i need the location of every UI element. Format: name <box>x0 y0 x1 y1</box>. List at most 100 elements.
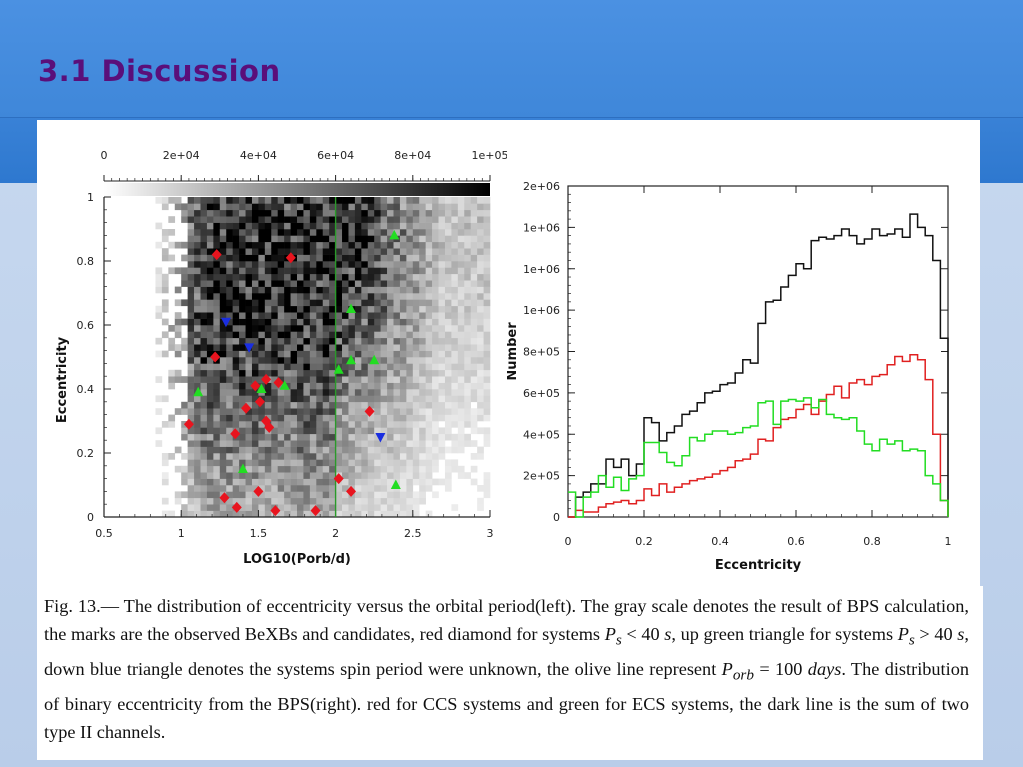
heatmap-cell <box>277 261 285 268</box>
heatmap-cell <box>258 344 266 351</box>
heatmap-cell <box>342 389 349 396</box>
colorbar-gradient <box>104 183 490 196</box>
heatmap-cell <box>155 222 163 230</box>
heatmap-cell <box>277 350 285 358</box>
heatmap-cell <box>284 510 291 518</box>
heatmap-cell <box>303 280 311 287</box>
heatmap-cell <box>213 427 221 435</box>
heatmap-cell <box>316 433 324 441</box>
heatmap-cell <box>316 389 324 396</box>
diamond-marker <box>270 505 281 517</box>
heatmap-cell <box>232 293 240 300</box>
heatmap-cell <box>477 395 484 403</box>
heatmap-cell <box>226 318 233 326</box>
heatmap-cell <box>187 254 195 262</box>
heatmap-cell <box>393 209 401 217</box>
heatmap-cell <box>477 350 484 358</box>
heatmap-cell <box>264 497 272 505</box>
heatmap-cell <box>206 293 214 300</box>
caption-ps-symbol-2: P <box>897 624 909 645</box>
heatmap-cell <box>419 248 426 255</box>
heatmap-cell <box>387 427 394 435</box>
heatmap-cell <box>239 363 246 371</box>
heatmap-cell <box>232 325 240 332</box>
heatmap-cell <box>348 414 356 422</box>
heatmap-cell <box>239 273 246 281</box>
heatmap-cell <box>342 465 349 473</box>
heatmap-cell <box>444 293 452 300</box>
heatmap-cell <box>284 465 291 473</box>
heatmap-cell <box>425 241 433 249</box>
heatmap-cell <box>412 433 420 441</box>
heatmap-cell <box>425 325 433 332</box>
heatmap-cell <box>309 414 317 422</box>
heatmap-cell <box>194 293 201 300</box>
heatmap-cell <box>251 261 259 268</box>
heatmap-cell <box>168 241 176 249</box>
heatmap-cell <box>399 235 407 243</box>
heatmap-cell <box>316 478 324 486</box>
heatmap-cell <box>219 453 227 460</box>
heatmap-cell <box>219 312 227 319</box>
heatmap-cell <box>303 216 311 223</box>
heatmap-cell <box>200 440 208 447</box>
heatmap-cell <box>380 312 388 319</box>
heatmap-cell <box>412 203 420 211</box>
heatmap-cell <box>213 446 221 454</box>
heatmap-cell <box>232 376 240 383</box>
heatmap-cell <box>457 440 465 447</box>
heatmap-cell <box>200 485 208 492</box>
heatmap-cell <box>432 337 439 345</box>
heatmap-cell <box>213 267 221 275</box>
heatmap-cell <box>412 261 420 268</box>
heatmap-cell <box>309 229 317 236</box>
heatmap-cell <box>425 478 433 486</box>
heatmap-cell <box>271 337 278 345</box>
heatmap-cell <box>367 478 375 486</box>
heatmap-cell <box>316 408 324 415</box>
heatmap-cell <box>477 453 484 460</box>
heatmap-cell <box>425 261 433 268</box>
heatmap-cell <box>206 241 214 249</box>
heatmap-cell <box>303 293 311 300</box>
heatmap-cell <box>303 241 311 249</box>
heatmap-cell <box>419 401 426 409</box>
left-y-tick-label: 1 <box>87 191 94 204</box>
heatmap-cell <box>419 389 426 396</box>
heatmap-cell <box>444 229 452 236</box>
diamond-marker <box>273 377 284 389</box>
heatmap-cell <box>425 453 433 460</box>
heatmap-cell <box>213 433 221 441</box>
heatmap-cell <box>277 395 285 403</box>
heatmap-cell <box>477 376 484 383</box>
heatmap-cell <box>419 427 426 435</box>
heatmap-cell <box>432 350 439 358</box>
triangle-up-marker <box>256 383 267 393</box>
heatmap-cell <box>213 280 221 287</box>
heatmap-cell <box>464 299 471 307</box>
heatmap-cell <box>316 465 324 473</box>
heatmap-cell <box>367 421 375 428</box>
heatmap-cell <box>406 510 414 518</box>
heatmap-cell <box>387 401 394 409</box>
heatmap-cell <box>464 440 471 447</box>
heatmap-cell <box>309 273 317 281</box>
left-axes: 0.5 1 1.5 2 2.5 300.20.40.60.81 <box>77 191 494 540</box>
heatmap-cell <box>264 344 272 351</box>
heatmap-cell <box>477 261 484 268</box>
heatmap-cell <box>367 197 375 204</box>
heatmap-cell <box>290 209 298 217</box>
heatmap-cell <box>406 325 414 332</box>
heatmap-cell <box>277 241 285 249</box>
heatmap-cell <box>444 446 452 454</box>
heatmap-cell <box>322 453 330 460</box>
heatmap-cell <box>277 369 285 377</box>
heatmap-cell <box>393 203 401 211</box>
heatmap-cell <box>232 497 240 505</box>
heatmap-cell <box>297 401 304 409</box>
heatmap-cell <box>335 510 343 518</box>
heatmap-cell <box>187 216 195 223</box>
heatmap-cell <box>303 363 311 371</box>
heatmap-cell <box>219 382 227 390</box>
heatmap-cell <box>432 267 439 275</box>
